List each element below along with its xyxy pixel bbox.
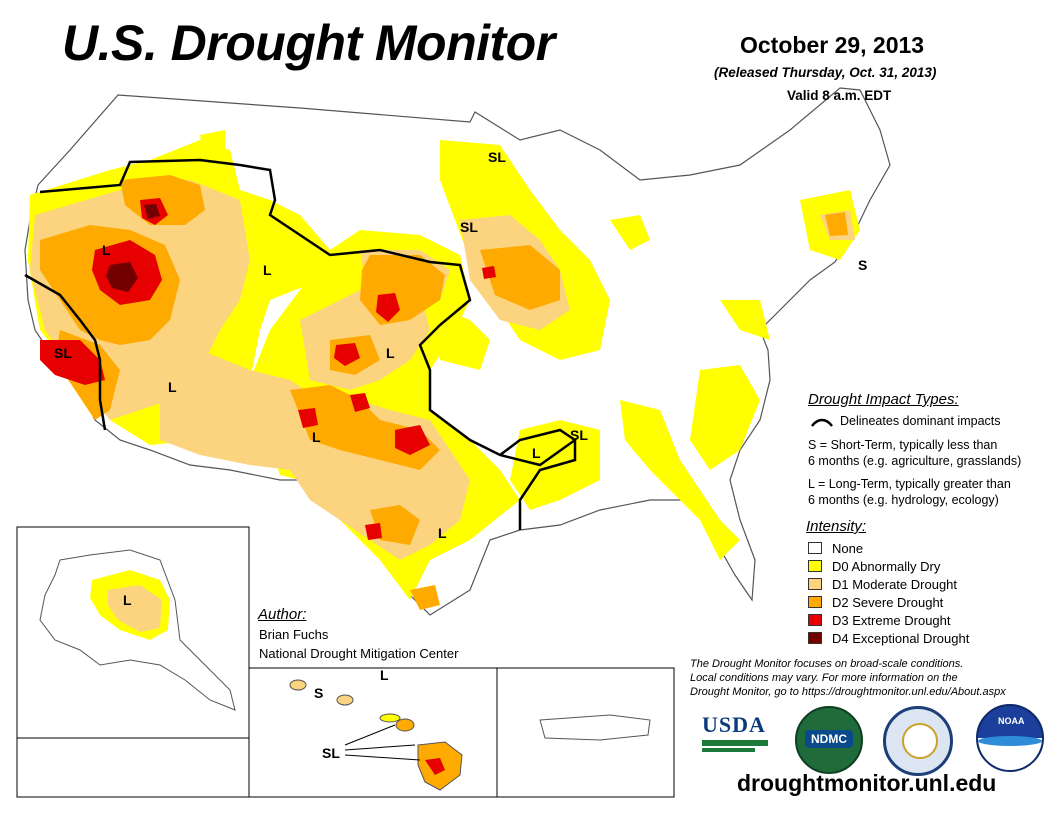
intensity-swatch	[808, 560, 822, 572]
map-label: SL	[570, 427, 588, 443]
puerto-rico-inset	[496, 667, 675, 798]
map-label: L	[438, 525, 447, 541]
intensity-label: D4 Exceptional Drought	[832, 630, 970, 646]
noaa-logo: NOAA	[976, 704, 1044, 772]
long-term-line-2: 6 months (e.g. hydrology, ecology)	[808, 493, 999, 507]
footer-note-line-2: Local conditions may vary. For more info…	[690, 672, 958, 684]
author-name: Brian Fuchs	[259, 627, 329, 642]
ndmc-logo: NDMC	[795, 706, 863, 774]
usda-logo: USDA	[702, 712, 768, 762]
d4-areas	[106, 204, 160, 292]
impact-line-sample	[811, 418, 833, 427]
map-label: L	[532, 445, 541, 461]
intensity-legend-item: D0 Abnormally Dry	[808, 558, 940, 574]
footer-note-line-1: The Drought Monitor focuses on broad-sca…	[690, 658, 964, 670]
map-label: SL	[460, 219, 478, 235]
author-org: National Drought Mitigation Center	[259, 646, 459, 661]
intensity-swatch	[808, 542, 822, 554]
intensity-label: D3 Extreme Drought	[832, 612, 951, 628]
footer-note-line-3[interactable]: Drought Monitor, go to https://droughtmo…	[690, 686, 1006, 698]
intensity-heading: Intensity:	[806, 518, 867, 535]
impact-lines	[24, 158, 577, 530]
intensity-label: None	[832, 540, 864, 556]
long-term-description: L = Long-Term, typically greater than 6 …	[808, 476, 1011, 508]
usda-logo-text: USDA	[702, 712, 766, 737]
short-term-description: S = Short-Term, typically less than 6 mo…	[808, 437, 1021, 469]
intensity-legend-item: None	[808, 540, 863, 556]
author-heading: Author:	[258, 606, 307, 623]
map-label: L	[102, 242, 111, 258]
intensity-label: D1 Moderate Drought	[832, 576, 958, 592]
intensity-swatch	[808, 578, 822, 590]
intensity-label: D2 Severe Drought	[832, 594, 944, 610]
intensity-legend-item: D4 Exceptional Drought	[808, 630, 969, 646]
map-label: L	[123, 592, 132, 608]
intensity-legend-item: D2 Severe Drought	[808, 594, 943, 610]
map-label: L	[386, 345, 395, 361]
noaa-logo-text: NOAA	[998, 716, 1025, 726]
map-label: S	[314, 685, 323, 701]
intensity-swatch	[808, 614, 822, 626]
intensity-legend-item: D1 Moderate Drought	[808, 576, 957, 592]
map-label: L	[263, 262, 272, 278]
short-term-line-2: 6 months (e.g. agriculture, grasslands)	[808, 454, 1022, 468]
valid-time: Valid 8 a.m. EDT	[787, 88, 892, 103]
short-term-line-1: S = Short-Term, typically less than	[808, 438, 998, 452]
commerce-seal-logo	[883, 706, 953, 776]
site-url-link[interactable]: droughtmonitor.unl.edu	[737, 770, 997, 796]
map-label: S	[858, 257, 867, 273]
map-label: SL	[488, 149, 506, 165]
map-label: L	[380, 667, 389, 683]
intensity-label: D0 Abnormally Dry	[832, 558, 941, 574]
long-term-line-1: L = Long-Term, typically greater than	[808, 477, 1011, 491]
map-label: SL	[54, 345, 72, 361]
intensity-swatch	[808, 596, 822, 608]
map-date: October 29, 2013	[740, 32, 925, 58]
page-title: U.S. Drought Monitor	[62, 15, 555, 71]
intensity-legend-item: D3 Extreme Drought	[808, 612, 951, 628]
footer-note: The Drought Monitor focuses on broad-sca…	[690, 657, 1040, 699]
map-label: L	[312, 429, 321, 445]
ndmc-logo-text: NDMC	[805, 730, 853, 748]
impact-types-heading: Drought Impact Types:	[808, 391, 959, 408]
intensity-swatch	[808, 632, 822, 644]
hawaii-inset: S SL L	[248, 667, 498, 798]
alaska-inset: L	[16, 526, 250, 798]
map-label: L	[168, 379, 177, 395]
release-date: (Released Thursday, Oct. 31, 2013)	[714, 65, 937, 80]
map-label: SL	[322, 745, 340, 761]
impact-delineation-label: Delineates dominant impacts	[840, 414, 1001, 428]
